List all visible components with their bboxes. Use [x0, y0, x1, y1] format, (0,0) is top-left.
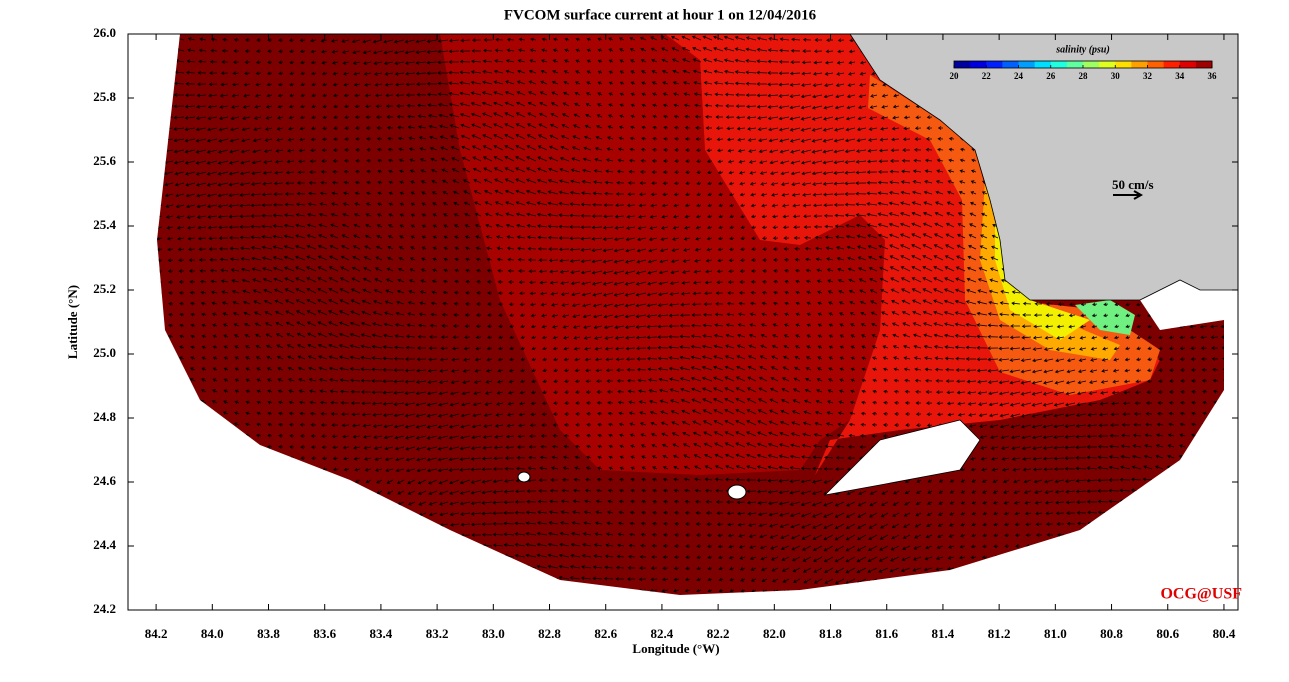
- y-tick-label: 26.0: [93, 25, 116, 40]
- x-tick-label: 84.2: [145, 626, 168, 641]
- land: [849, 33, 1239, 301]
- colorbar-tick-label: 24: [1014, 71, 1024, 81]
- x-axis-label: Longitude (°W): [632, 641, 719, 656]
- colorbar-band: [1163, 61, 1181, 68]
- x-tick-label: 82.0: [763, 626, 786, 641]
- colorbar-band: [986, 61, 1003, 68]
- x-tick-label: 81.2: [988, 626, 1011, 641]
- colorbar-band: [1034, 61, 1052, 68]
- x-tick-label: 81.4: [932, 626, 955, 641]
- scale-arrow-label: 50 cm/s: [1112, 177, 1154, 192]
- colorbar-tick-label: 22: [982, 71, 992, 81]
- credit: OCG@USF: [1160, 586, 1242, 603]
- colorbar-band: [1195, 61, 1213, 68]
- x-tick-label: 80.6: [1156, 626, 1179, 641]
- colorbar-band: [1018, 61, 1036, 68]
- colorbar-tick-label: 26: [1046, 71, 1056, 81]
- island: [727, 484, 747, 500]
- y-axis-label: Latitude (°N): [65, 285, 80, 359]
- x-tick-label: 83.4: [370, 626, 393, 641]
- y-tick-label: 25.0: [93, 345, 116, 360]
- scale-arrow: 50 cm/s: [1112, 177, 1154, 200]
- plot-frame: [127, 33, 1239, 611]
- x-tick-label: 83.6: [313, 626, 336, 641]
- scale-arrow-head: [1133, 190, 1144, 200]
- colorbar-title: salinity (psu): [1055, 44, 1110, 55]
- y-tick-label: 25.8: [93, 89, 116, 104]
- y-tick-label: 24.4: [93, 537, 116, 552]
- colorbar-band: [1147, 61, 1165, 68]
- x-tick-label: 81.0: [1044, 626, 1067, 641]
- y-tick-label: 24.8: [93, 409, 116, 424]
- colorbar-tick-label: 32: [1143, 71, 1153, 81]
- x-tick-label: 83.2: [426, 626, 449, 641]
- colorbar-band: [1099, 61, 1116, 68]
- y-tick-label: 25.2: [93, 281, 116, 296]
- colorbar-band: [1050, 61, 1068, 68]
- y-tick-label: 25.4: [93, 217, 116, 232]
- x-tick-label: 82.2: [707, 626, 730, 641]
- x-tick-label: 82.4: [651, 626, 674, 641]
- colorbar-band: [1066, 61, 1084, 68]
- x-tick-label: 84.0: [201, 626, 224, 641]
- y-tick-label: 24.2: [93, 601, 116, 616]
- x-tick-label: 83.0: [482, 626, 505, 641]
- keys-island: [823, 419, 981, 496]
- x-tick-label: 82.6: [594, 626, 617, 641]
- colorbar-tick-label: 34: [1175, 71, 1185, 81]
- colorbar-tick-label: 20: [950, 71, 960, 81]
- x-tick-label: 83.8: [257, 626, 280, 641]
- island: [517, 471, 531, 483]
- colorbar-band: [954, 61, 971, 68]
- x-tick-label: 81.6: [875, 626, 898, 641]
- x-tick-label: 82.8: [538, 626, 561, 641]
- colorbar-tick-label: 36: [1208, 71, 1218, 81]
- colorbar-tick-label: 30: [1111, 71, 1121, 81]
- y-tick-label: 24.6: [93, 473, 116, 488]
- colorbar-band: [970, 61, 987, 68]
- x-tick-label: 81.8: [819, 626, 842, 641]
- x-tick-label: 80.4: [1213, 626, 1236, 641]
- y-tick-label: 25.6: [93, 153, 116, 168]
- colorbar-band: [1179, 61, 1197, 68]
- colorbar-band: [1083, 61, 1100, 68]
- colorbar-band: [1002, 61, 1019, 68]
- colorbar-band: [1115, 61, 1132, 68]
- colorbar-band: [1131, 61, 1148, 68]
- colorbar-tick-label: 28: [1079, 71, 1089, 81]
- x-tick-label: 80.8: [1100, 626, 1123, 641]
- chart-title: FVCOM surface current at hour 1 on 12/04…: [504, 7, 817, 23]
